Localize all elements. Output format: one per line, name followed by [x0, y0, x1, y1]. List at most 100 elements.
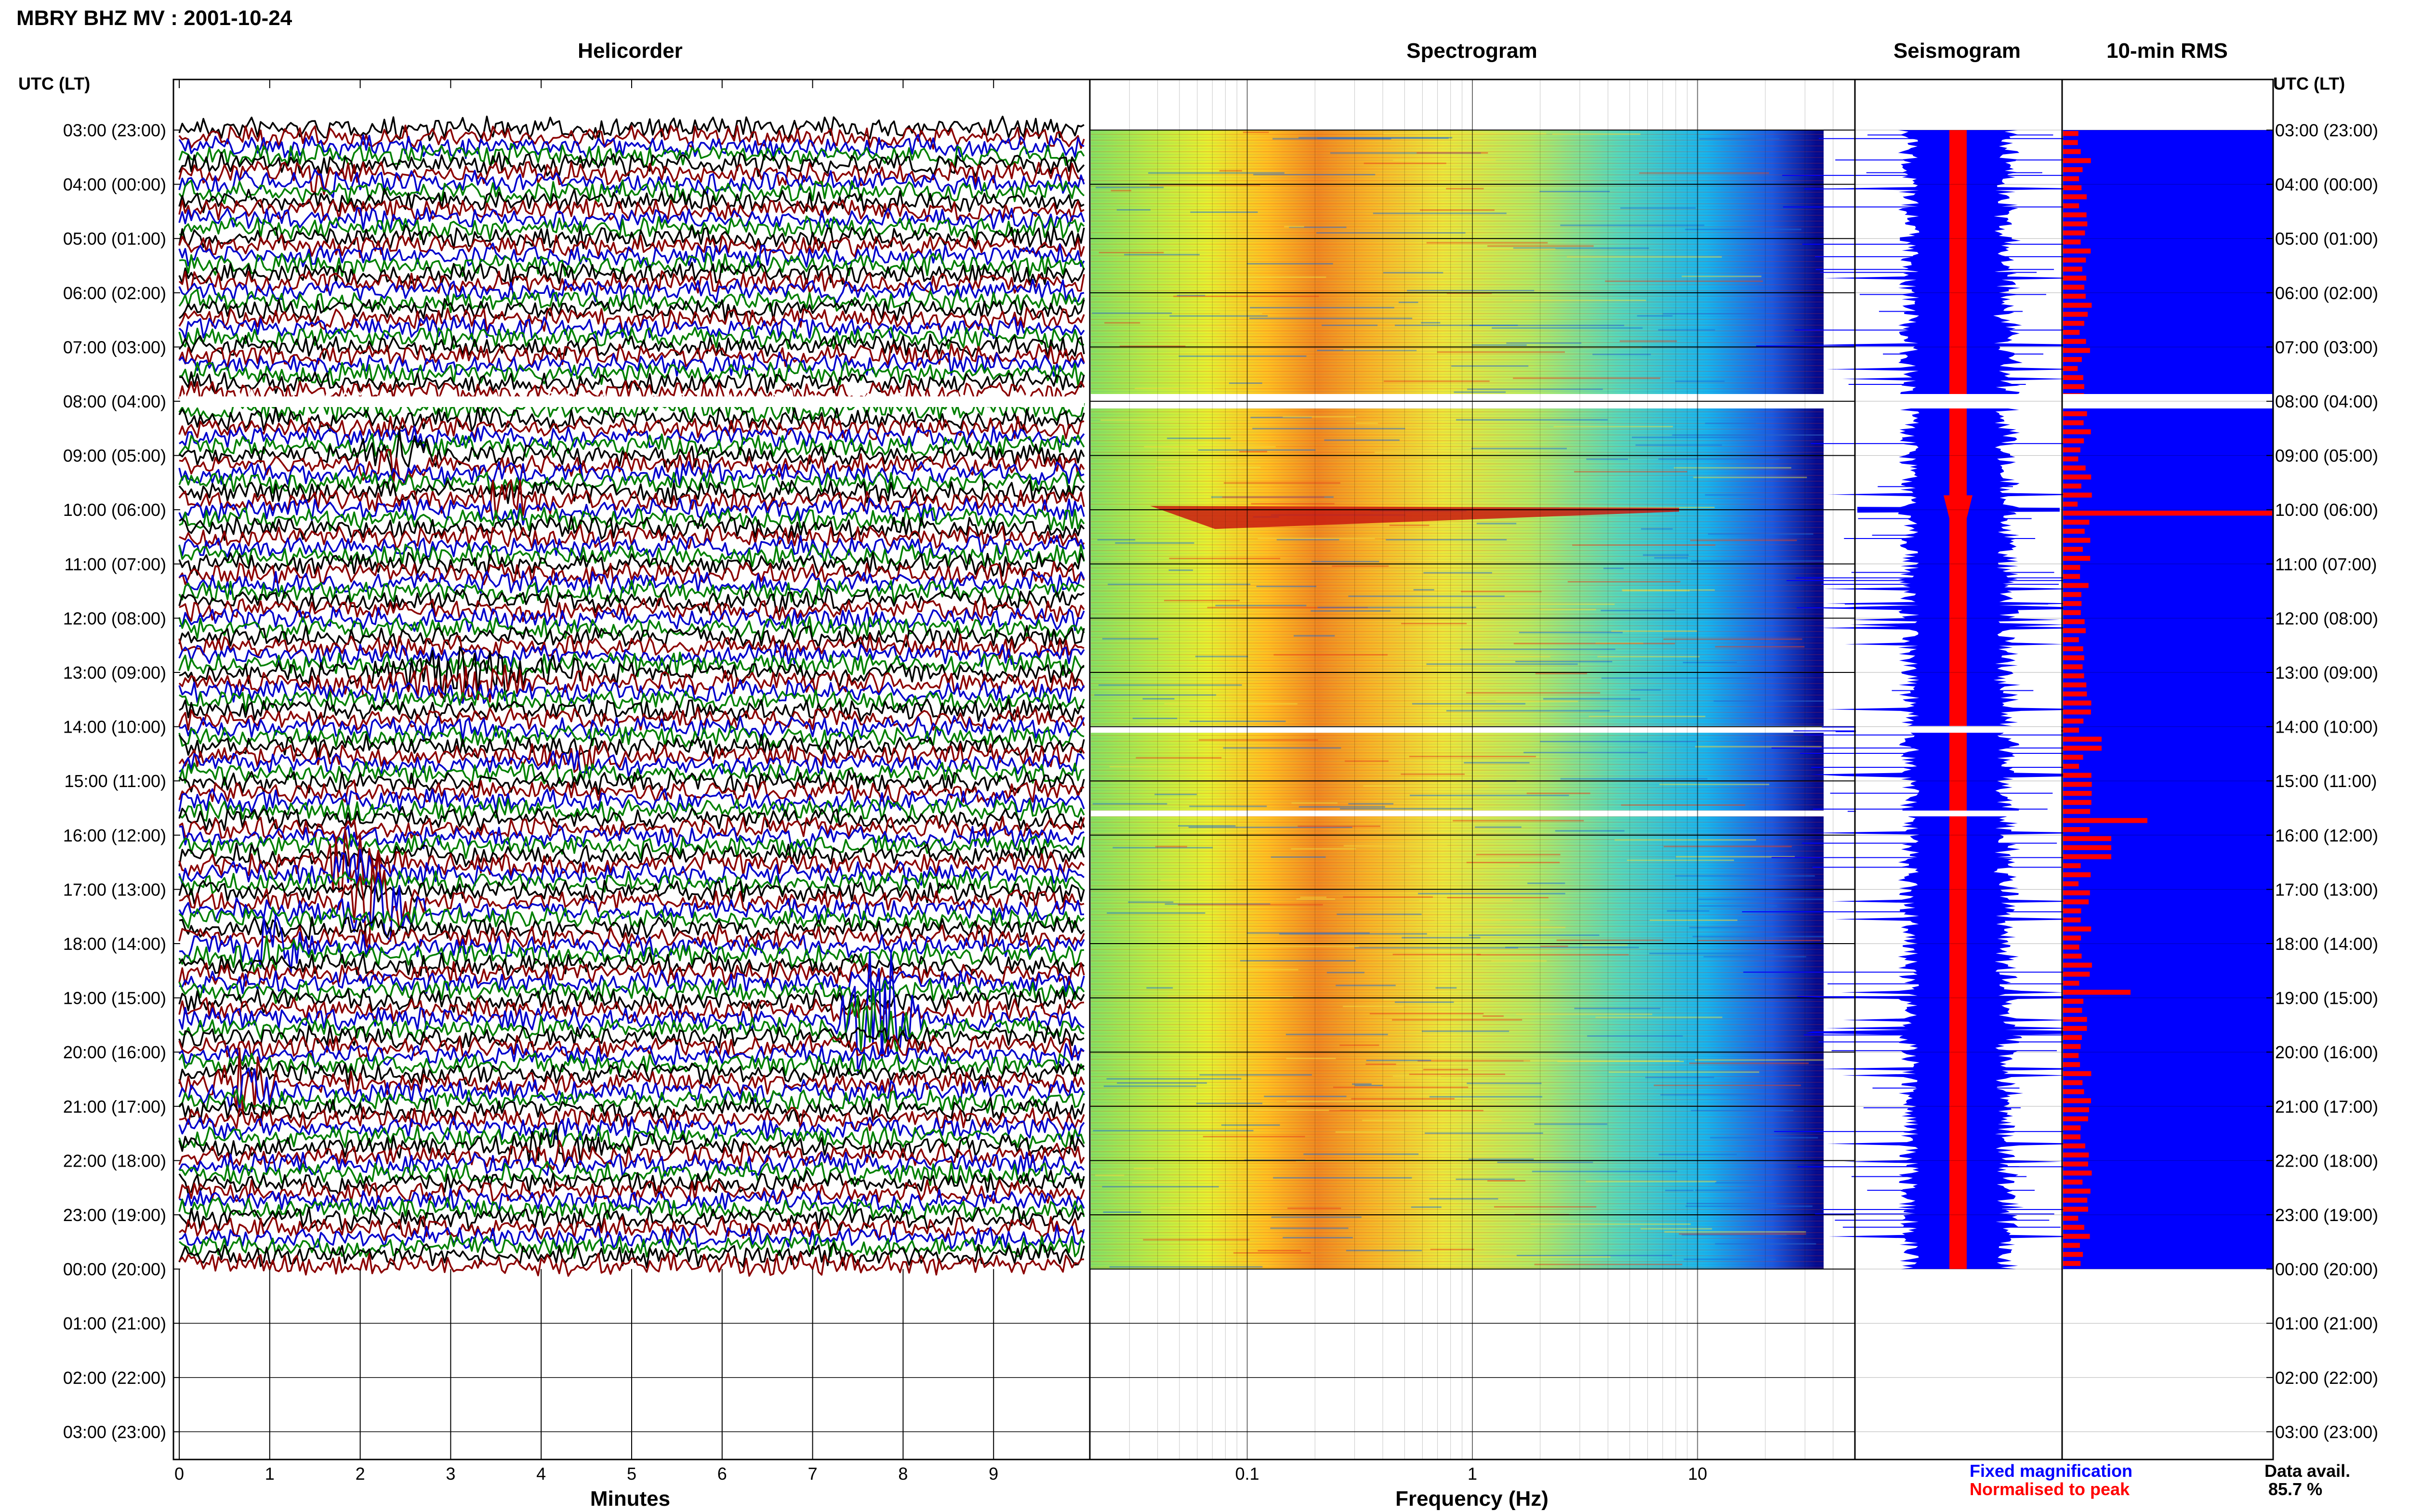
rms-normalised-bar [2063, 538, 2091, 543]
rms-normalised-bar [2063, 917, 2081, 923]
helicorder-trace [178, 770, 1085, 795]
time-label-left: 13:00 (09:00) [63, 663, 166, 683]
rms-normalised-bar [2063, 131, 2078, 136]
spectrogram-streak [1715, 1243, 1816, 1245]
spectrogram-streak [1601, 610, 1675, 612]
helicorder-trace [178, 333, 1085, 360]
helicorder-trace [179, 370, 1085, 395]
minute-tick-label: 7 [808, 1464, 818, 1484]
rms-normalised-bar [2063, 854, 2111, 859]
spectrogram-streak [1229, 382, 1262, 384]
spectrogram-streak [1645, 1077, 1714, 1078]
spectrogram-streak [1142, 698, 1175, 700]
spectrogram-streak [1253, 174, 1376, 176]
spectrogram-streak [1695, 1059, 1824, 1061]
seismogram-normalised [1949, 130, 1967, 1269]
spectrogram-streak [1601, 677, 1750, 679]
time-label-right: 19:00 (15:00) [2275, 988, 2378, 1008]
spectrogram-streak [1471, 248, 1556, 250]
spectrogram-event [1150, 506, 1679, 529]
spectrogram-streak [1291, 848, 1356, 850]
spectrogram-streak [1206, 946, 1359, 947]
helicorder-trace [178, 461, 1085, 486]
spectrogram-streak [1446, 188, 1484, 190]
rms-normalised-bar [2063, 673, 2084, 679]
spectrogram-streak [1429, 1198, 1498, 1200]
spectrogram-streak [1103, 1085, 1197, 1087]
time-label-left: 18:00 (14:00) [63, 934, 166, 954]
helicorder-trace [178, 952, 1085, 977]
helicorder-trace [178, 1067, 1085, 1113]
rms-normalised-bar [2063, 763, 2079, 769]
spectrogram-streak [1447, 897, 1549, 899]
spectrogram-streak [1240, 960, 1356, 962]
rms-normalised-bar [2063, 1152, 2089, 1157]
spectrogram-streak [1456, 419, 1608, 421]
spectrogram-streak [1663, 313, 1766, 315]
helicorder-trace [178, 270, 1085, 294]
spectrogram-streak [1560, 506, 1715, 508]
helicorder-trace [178, 1047, 1085, 1115]
spectrogram-streak [1642, 554, 1689, 556]
helicorder-trace [178, 242, 1085, 268]
rms-normalised-bar [2063, 800, 2091, 805]
helicorder-trace [179, 969, 1085, 995]
spectrogram-streak [1199, 1074, 1312, 1076]
time-label-left: 10:00 (06:00) [63, 500, 166, 520]
spectrogram-streak [1605, 280, 1763, 282]
rms-normalised-bar [2063, 1197, 2088, 1203]
seismogram-gap [1856, 810, 2061, 816]
spectrogram-streak [1691, 560, 1824, 562]
spectrogram-streak [1219, 170, 1242, 172]
helicorder-trace [179, 597, 1085, 622]
rms-normalised-bar [2063, 185, 2082, 190]
spectrogram-streak [1223, 747, 1341, 749]
helicorder-trace [178, 1122, 1085, 1168]
rms-normalised-bar [2063, 592, 2081, 597]
spectrogram-streak [1410, 865, 1520, 867]
minute-tick-label: 2 [356, 1464, 365, 1484]
spectrogram-streak [1373, 212, 1507, 214]
spectrogram-streak [1409, 1073, 1506, 1075]
spectrogram-streak [1128, 901, 1174, 903]
spectrogram-streak [1333, 1086, 1469, 1088]
spectrogram-streak [1273, 1177, 1412, 1179]
rms-normalised-bar [2063, 528, 2085, 534]
time-label-right: 10:00 (06:00) [2275, 500, 2378, 520]
spectrogram-streak [1102, 638, 1159, 640]
rms-normalised-bar [2063, 1261, 2081, 1266]
helicorder-trace [178, 289, 1085, 314]
spectrogram-streak [1156, 459, 1235, 461]
spectrogram-streak [1460, 648, 1615, 650]
spectrogram-streak [1224, 482, 1340, 484]
spectrogram-streak [1392, 954, 1481, 956]
spectrogram-streak [1418, 893, 1565, 894]
spectrogram-streak [1337, 913, 1422, 915]
spectrogram-streak [1693, 476, 1807, 478]
spectrogram-streak [1257, 1249, 1301, 1251]
time-label-left: 03:00 (23:00) [63, 1422, 166, 1442]
helicorder-trace [178, 543, 1085, 568]
helicorder-trace [178, 978, 1085, 1004]
spectrogram-streak [1383, 132, 1547, 134]
spectrogram-streak [1649, 919, 1738, 921]
spectrogram-streak [1143, 1239, 1250, 1241]
rms-normalised-bar [2063, 1035, 2082, 1040]
rms-normalised-bar [2063, 474, 2091, 480]
spectrogram-streak [1426, 242, 1548, 244]
rms-normalised-bar [2063, 230, 2085, 236]
spectrogram-streak [1195, 656, 1248, 657]
spectrogram-streak [1555, 830, 1625, 832]
spectrogram-streak [1705, 422, 1756, 424]
spectrogram-streak [1708, 533, 1813, 535]
rms-normalised-bar [2063, 1089, 2084, 1094]
helicorder-trace [178, 848, 1085, 887]
spectrogram-streak [1513, 643, 1675, 644]
rms-normalised-bar [2063, 637, 2079, 643]
spectrogram-streak [1497, 1161, 1593, 1163]
spectrogram-streak [1532, 1170, 1678, 1172]
helicorder-trace [179, 689, 1085, 714]
seismogram-panel [1742, 130, 2144, 1432]
helicorder-trace [178, 750, 1085, 777]
time-label-left: 05:00 (01:00) [63, 229, 166, 249]
